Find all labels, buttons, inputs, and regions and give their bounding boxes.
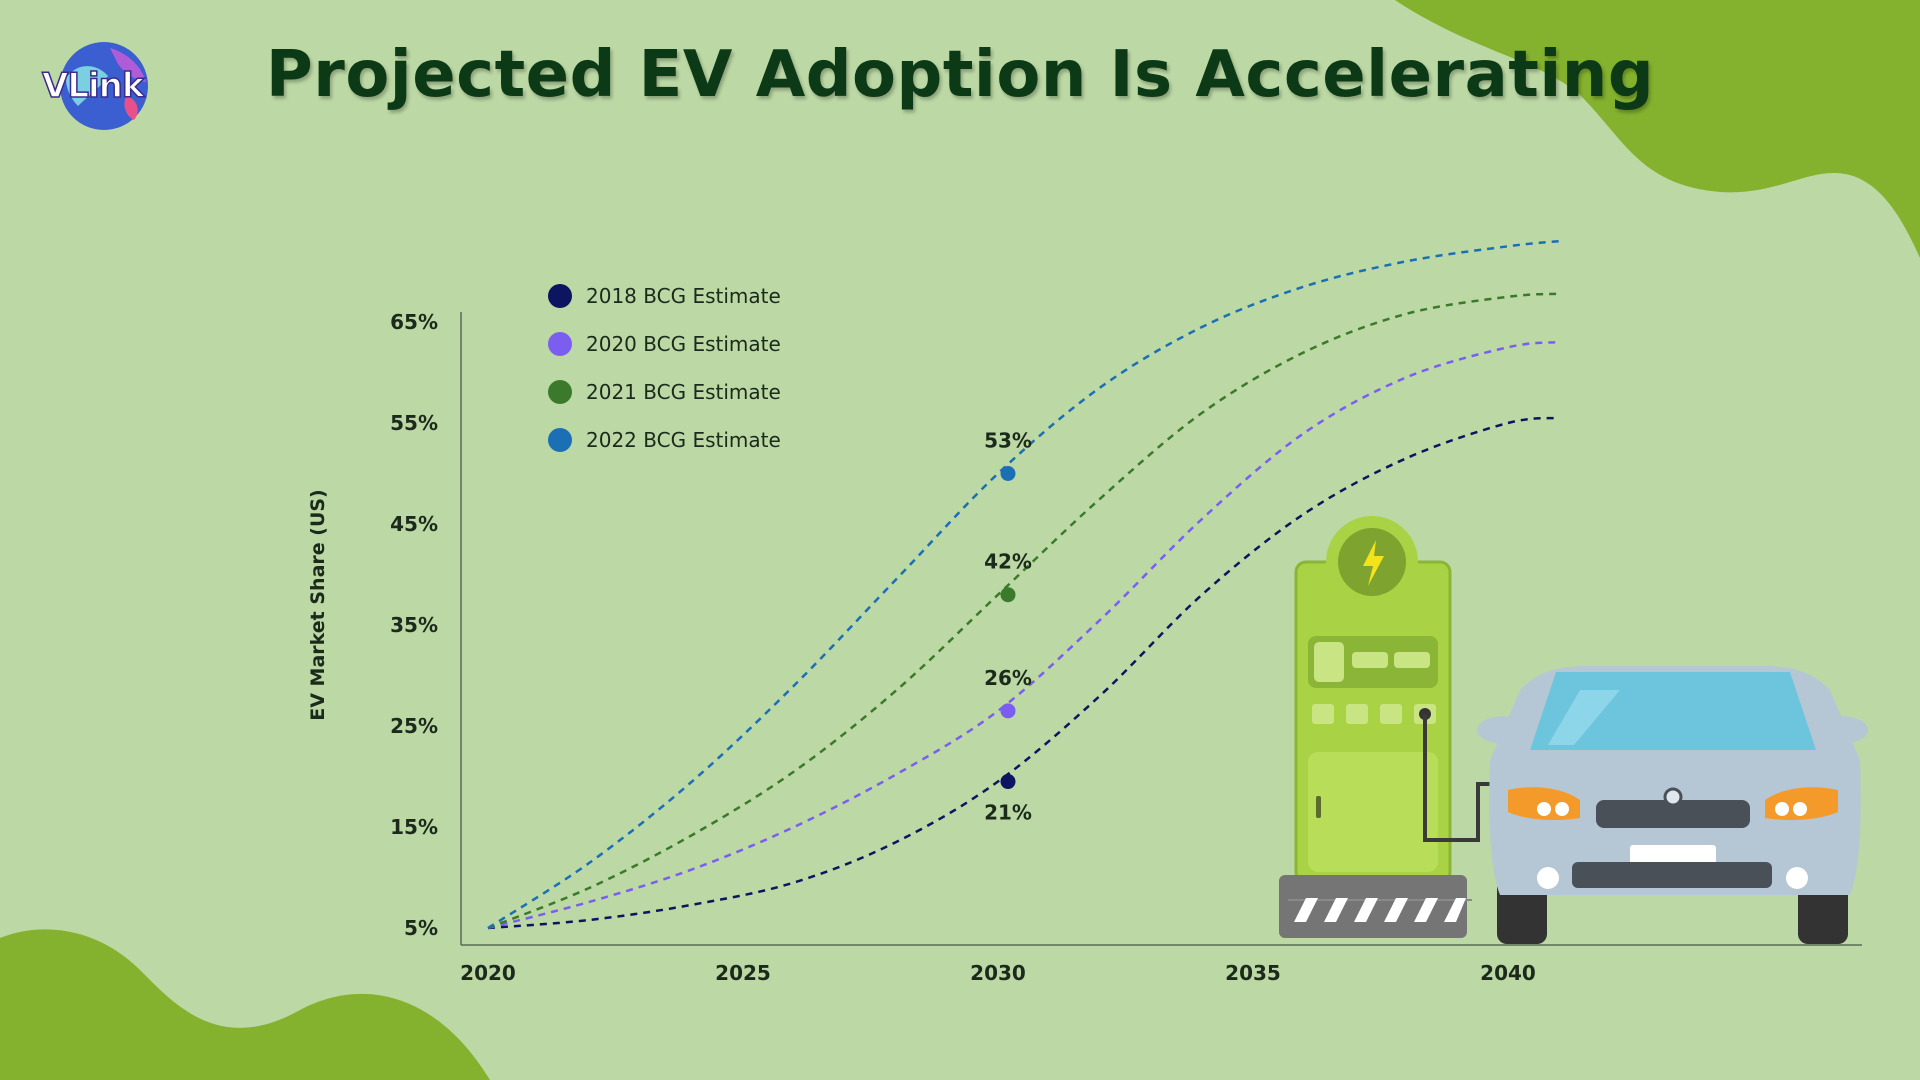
y-tick-65: 65% bbox=[390, 310, 438, 334]
y-tick-25: 25% bbox=[390, 714, 438, 738]
data-label-2021: 42% bbox=[984, 550, 1032, 574]
x-tick-2030: 2030 bbox=[970, 961, 1026, 985]
x-tick-2035: 2035 bbox=[1225, 961, 1281, 985]
data-point-2018 bbox=[1000, 774, 1016, 790]
legend-label-2022: 2022 BCG Estimate bbox=[586, 428, 781, 452]
data-markers: 21% 26% 42% 53% bbox=[984, 429, 1032, 825]
legend-dot-2022 bbox=[548, 428, 572, 452]
legend-dot-2020 bbox=[548, 332, 572, 356]
page-title: Projected EV Adoption Is Accelerating bbox=[265, 38, 1655, 112]
series-lines bbox=[487, 239, 1560, 930]
legend-label-2020: 2020 BCG Estimate bbox=[586, 332, 781, 356]
y-tick-5: 5% bbox=[404, 916, 438, 940]
series-line-2018 bbox=[487, 416, 1560, 930]
y-tick-15: 15% bbox=[390, 815, 438, 839]
legend-item-2022: 2022 BCG Estimate bbox=[548, 416, 781, 464]
data-label-2018: 21% bbox=[984, 801, 1032, 825]
data-label-2022: 53% bbox=[984, 429, 1032, 453]
legend-label-2018: 2018 BCG Estimate bbox=[586, 284, 781, 308]
legend: 2018 BCG Estimate 2020 BCG Estimate 2021… bbox=[548, 272, 781, 464]
x-tick-labels: 2020 2025 2030 2035 2040 bbox=[460, 961, 1536, 985]
globe-icon bbox=[60, 42, 148, 130]
legend-item-2018: 2018 BCG Estimate bbox=[548, 272, 781, 320]
x-tick-2025: 2025 bbox=[715, 961, 771, 985]
y-tick-labels: 65% 55% 45% 35% 25% 15% 5% bbox=[390, 310, 438, 940]
x-tick-2040: 2040 bbox=[1480, 961, 1536, 985]
y-tick-35: 35% bbox=[390, 613, 438, 637]
legend-item-2020: 2020 BCG Estimate bbox=[548, 320, 781, 368]
data-point-2022 bbox=[1000, 466, 1016, 481]
data-point-2021 bbox=[1000, 587, 1016, 603]
y-tick-45: 45% bbox=[390, 512, 438, 536]
lightning-bolt-icon bbox=[1363, 540, 1384, 586]
legend-item-2021: 2021 BCG Estimate bbox=[548, 368, 781, 416]
legend-label-2021: 2021 BCG Estimate bbox=[586, 380, 781, 404]
data-point-2020 bbox=[1000, 703, 1016, 719]
bottom-left-blob bbox=[0, 929, 490, 1080]
logo-text: VLink bbox=[41, 65, 145, 107]
x-tick-2020: 2020 bbox=[460, 961, 516, 985]
y-tick-55: 55% bbox=[390, 411, 438, 435]
legend-dot-2021 bbox=[548, 380, 572, 404]
vlink-logo: VLink bbox=[38, 36, 178, 136]
series-line-2021 bbox=[487, 292, 1560, 930]
top-right-blob bbox=[1395, 0, 1920, 258]
series-line-2022 bbox=[487, 239, 1560, 930]
series-line-2020 bbox=[487, 340, 1560, 930]
legend-dot-2018 bbox=[548, 284, 572, 308]
data-label-2020: 26% bbox=[984, 666, 1032, 690]
